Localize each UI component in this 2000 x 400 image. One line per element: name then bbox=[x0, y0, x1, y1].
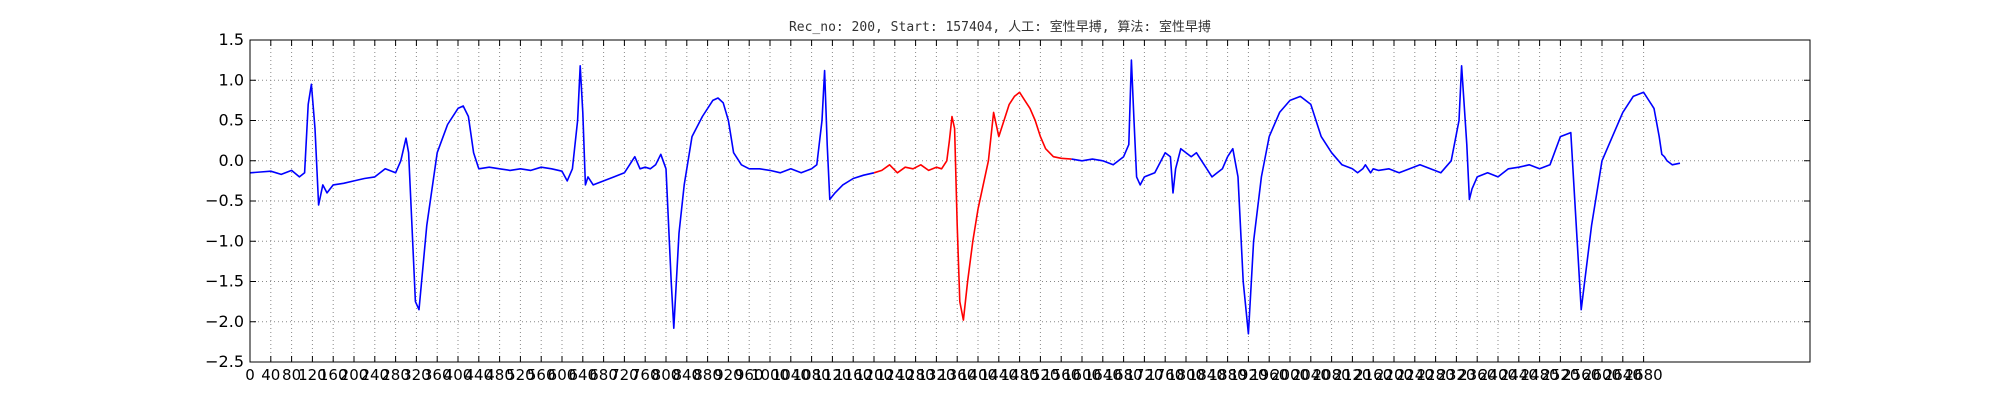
x-tick-label: 1920 bbox=[1229, 366, 1267, 384]
x-tick-label: 520 bbox=[506, 366, 535, 384]
x-tick-label: 200 bbox=[340, 366, 369, 384]
x-tick-label: 2040 bbox=[1292, 366, 1330, 384]
y-tick-label: −1.0 bbox=[205, 231, 244, 250]
x-tick-label: 2320 bbox=[1437, 366, 1475, 384]
x-tick-label: 1560 bbox=[1042, 366, 1080, 384]
x-tick-label: 2000 bbox=[1271, 366, 1309, 384]
x-tick-label: 1440 bbox=[980, 366, 1018, 384]
x-tick-label: 1080 bbox=[793, 366, 831, 384]
x-tick-label: 800 bbox=[652, 366, 681, 384]
x-tick-label: 1520 bbox=[1021, 366, 1059, 384]
x-tick-label: 2600 bbox=[1583, 366, 1621, 384]
x-tick-label: 760 bbox=[631, 366, 660, 384]
ecg-series-line-0 bbox=[249, 65, 875, 330]
x-tick-label: 1040 bbox=[772, 366, 810, 384]
x-tick-label: 1160 bbox=[834, 366, 872, 384]
x-tick-label: 480 bbox=[485, 366, 514, 384]
x-tick-label: 1200 bbox=[855, 366, 893, 384]
y-tick-label: −0.5 bbox=[205, 191, 244, 210]
x-tick-label: 0 bbox=[245, 366, 255, 384]
x-tick-label: 880 bbox=[693, 366, 722, 384]
grid bbox=[250, 40, 1810, 362]
y-tick-label: −2.0 bbox=[205, 312, 244, 331]
x-tick-label: 2240 bbox=[1396, 366, 1434, 384]
x-tick-label: 160 bbox=[319, 366, 348, 384]
chart-title: Rec_no: 200, Start: 157404, 人工: 室性早搏, 算法… bbox=[789, 19, 1211, 35]
x-tick-label: 1400 bbox=[959, 366, 997, 384]
x-tick-label: 560 bbox=[527, 366, 556, 384]
x-tick-label: 2520 bbox=[1541, 366, 1579, 384]
x-tick-label: 1760 bbox=[1146, 366, 1184, 384]
x-tick-label: 440 bbox=[464, 366, 493, 384]
x-tick-label: 2120 bbox=[1333, 366, 1371, 384]
x-tick-label: 1000 bbox=[751, 366, 789, 384]
x-tick-label: 80 bbox=[282, 366, 301, 384]
x-tick-label: 2440 bbox=[1500, 366, 1538, 384]
x-tick-label: 2400 bbox=[1479, 366, 1517, 384]
x-tick-label: 1600 bbox=[1063, 366, 1101, 384]
x-tick-label: 1480 bbox=[1001, 366, 1039, 384]
x-tick-label: 2080 bbox=[1313, 366, 1351, 384]
x-tick-label: 1720 bbox=[1125, 366, 1163, 384]
y-tick-label: −2.5 bbox=[205, 352, 244, 371]
x-tick-label: 640 bbox=[568, 366, 597, 384]
y-tick-label: 1.5 bbox=[219, 30, 244, 49]
series-layer bbox=[249, 59, 1681, 335]
x-tick-label: 960 bbox=[735, 366, 764, 384]
x-tick-label: 320 bbox=[402, 366, 431, 384]
x-tick-label: 680 bbox=[589, 366, 618, 384]
x-tick-label: 2200 bbox=[1375, 366, 1413, 384]
x-tick-label: 920 bbox=[714, 366, 743, 384]
x-tick-label: 840 bbox=[672, 366, 701, 384]
x-tick-label: 1320 bbox=[917, 366, 955, 384]
y-axis: −2.5 −2.0 −1.5 −1.0 −0.5 0.0 0.5 1.0 1.5 bbox=[205, 30, 1810, 371]
x-tick-label: 1280 bbox=[897, 366, 935, 384]
x-tick-label: 1240 bbox=[876, 366, 914, 384]
y-tick-label: 0.0 bbox=[219, 151, 244, 170]
x-tick-label: 360 bbox=[423, 366, 452, 384]
x-tick-label: 2280 bbox=[1417, 366, 1455, 384]
x-tick-label: 120 bbox=[298, 366, 327, 384]
x-tick-label: 1680 bbox=[1105, 366, 1143, 384]
x-tick-label: 1800 bbox=[1167, 366, 1205, 384]
y-tick-label: 0.5 bbox=[219, 111, 244, 130]
x-tick-label: 720 bbox=[610, 366, 639, 384]
x-tick-label: 1840 bbox=[1188, 366, 1226, 384]
x-tick-label: 240 bbox=[360, 366, 389, 384]
x-tick-label: 2680 bbox=[1625, 366, 1663, 384]
x-tick-label: 1640 bbox=[1084, 366, 1122, 384]
x-tick-label: 600 bbox=[548, 366, 577, 384]
x-tick-label: 1880 bbox=[1209, 366, 1247, 384]
x-tick-label: 280 bbox=[381, 366, 410, 384]
y-tick-label: 1.0 bbox=[219, 70, 244, 89]
ecg-series-line-1 bbox=[873, 91, 1072, 321]
y-tick-label: −1.5 bbox=[205, 272, 244, 291]
x-tick-label: 1120 bbox=[813, 366, 851, 384]
x-tick-label: 400 bbox=[444, 366, 473, 384]
x-tick-label: 2360 bbox=[1458, 366, 1496, 384]
x-tick-label: 1360 bbox=[938, 366, 976, 384]
x-tick-label: 2560 bbox=[1562, 366, 1600, 384]
x-tick-label: 2480 bbox=[1521, 366, 1559, 384]
ecg-series-line-2 bbox=[1071, 59, 1681, 335]
x-tick-label: 2160 bbox=[1354, 366, 1392, 384]
x-tick-label: 1960 bbox=[1250, 366, 1288, 384]
x-tick-label: 2640 bbox=[1604, 366, 1642, 384]
x-tick-label: 40 bbox=[261, 366, 280, 384]
x-axis: 0 40 8012016020024028032036040044048052056… bbox=[245, 40, 1663, 384]
